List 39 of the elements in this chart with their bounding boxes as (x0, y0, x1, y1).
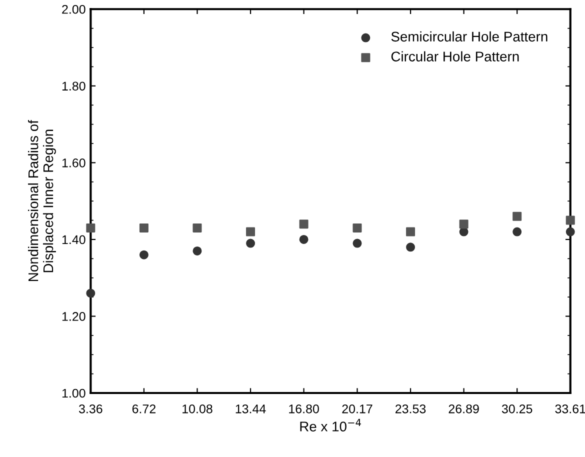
point (352, 238, 362, 248)
x-tick-label: 20.17 (342, 404, 372, 414)
x-axis-title: Re x 10$^{−4}$ (300, 418, 361, 432)
legend-label: Semicircular Hole Pattern (391, 31, 548, 42)
y-tick-label: 1.80 (62, 82, 86, 91)
point (566, 216, 575, 225)
point (246, 238, 256, 248)
y-tick-label: 1.00 (62, 388, 86, 398)
point (246, 227, 256, 236)
legend-label: Circular Hole Pattern (391, 51, 519, 62)
point (459, 220, 468, 229)
point (192, 223, 202, 232)
x-tick-label: 13.44 (236, 404, 266, 414)
y-tick-label: 1.40 (62, 235, 86, 244)
point (139, 250, 148, 260)
point (566, 227, 575, 236)
point (406, 227, 416, 236)
x-tick-label: 30.25 (502, 404, 532, 414)
y-axis-title: Nondimensional Radius of Displaced Inner Region (28, 120, 56, 281)
point (512, 212, 522, 221)
x-tick-label: 10.08 (182, 404, 212, 414)
point (299, 220, 308, 229)
point (86, 288, 96, 298)
point (299, 234, 308, 244)
y-tick-label: 2.00 (62, 4, 86, 14)
x-tick-label: 26.89 (448, 404, 479, 414)
x-tick-label: 23.53 (396, 404, 426, 414)
x-tick-label: 33.61 (555, 404, 585, 414)
point (512, 227, 522, 236)
point (139, 223, 148, 232)
y-tick-label: 1.20 (62, 312, 86, 321)
point (192, 246, 202, 256)
x-tick-label: 6.72 (132, 404, 156, 414)
y-tick-label: 1.60 (62, 158, 86, 168)
x-tick-label: 16.80 (289, 404, 319, 414)
point (352, 223, 362, 232)
point (86, 223, 96, 232)
x-tick-label: 3.36 (78, 404, 102, 414)
point (406, 242, 416, 252)
